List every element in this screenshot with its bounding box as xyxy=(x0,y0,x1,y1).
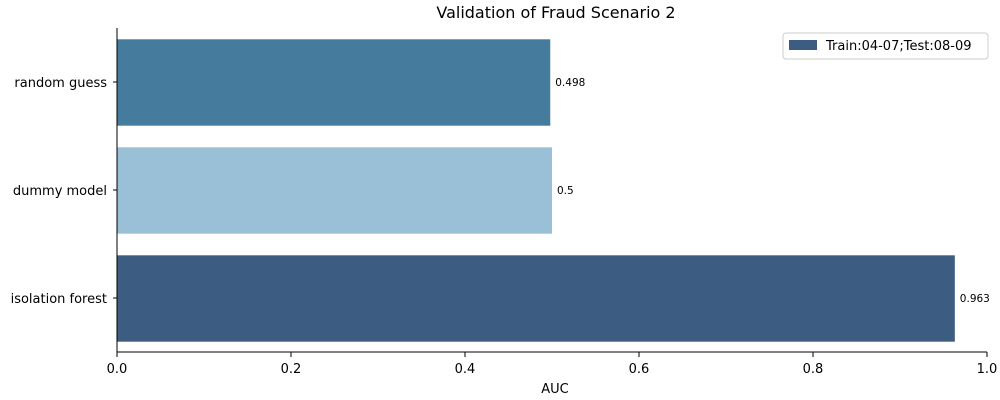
x-tick-label: 0.0 xyxy=(107,362,128,377)
legend-swatch xyxy=(789,40,817,50)
x-tick-label: 0.4 xyxy=(455,362,476,377)
x-ticks-group: 0.0 0.2 0.4 0.6 0.8 1.0 xyxy=(107,352,998,377)
legend-frame xyxy=(782,32,989,60)
bar-isolation-forest xyxy=(117,255,955,342)
legend-label: Train:04-07;Test:08-09 xyxy=(825,39,971,54)
y-tick-label: random guess xyxy=(14,76,107,91)
y-tick-label: dummy model xyxy=(13,184,107,199)
x-tick-label: 0.8 xyxy=(803,362,824,377)
y-tick-label: isolation forest xyxy=(11,292,107,307)
x-tick-label: 0.2 xyxy=(281,362,302,377)
chart-title: Validation of Fraud Scenario 2 xyxy=(436,3,675,22)
value-label: 0.5 xyxy=(557,185,574,197)
bars-group xyxy=(117,39,955,342)
bar-dummy-model xyxy=(117,147,552,234)
x-tick-label: 1.0 xyxy=(977,362,998,377)
legend: Train:04-07;Test:08-09 xyxy=(782,32,989,60)
x-tick-label: 0.6 xyxy=(629,362,650,377)
x-axis-label: AUC xyxy=(541,382,569,397)
bar-random-guess xyxy=(117,39,551,126)
value-label: 0.963 xyxy=(960,293,990,305)
value-label: 0.498 xyxy=(555,77,585,89)
y-ticks-group: random guess dummy model isolation forest xyxy=(11,76,117,307)
value-labels-group: 0.498 0.5 0.963 xyxy=(555,77,990,305)
